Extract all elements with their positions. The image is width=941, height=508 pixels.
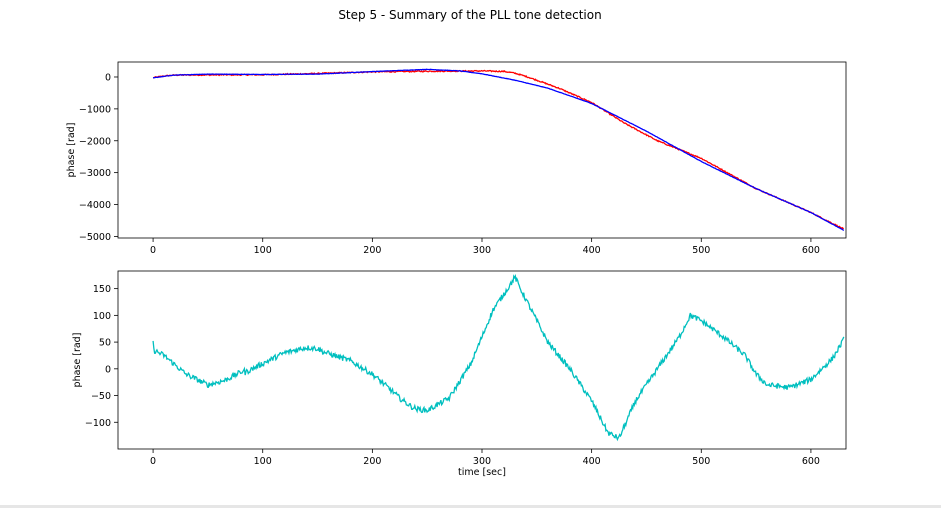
- top-y-tick-label: 0: [105, 72, 111, 83]
- bottom-y-tick-label: 50: [99, 338, 111, 349]
- top-x-tick-label: 500: [692, 245, 710, 256]
- bottom-x-tick-label: 0: [150, 456, 156, 467]
- bottom-series-cyan-line: [152, 273, 845, 442]
- top-y-tick-label: −4000: [79, 200, 111, 211]
- top-axes-frame: [117, 61, 847, 239]
- top-x-tick-label: 0: [150, 245, 156, 256]
- bottom-x-tick-label: 100: [254, 456, 272, 467]
- bottom-y-tick-label: 150: [93, 284, 111, 295]
- phase-error-axes-bottom: 0 100 200 300 400 500 600150100500−50−100phase…: [72, 270, 847, 478]
- top-y-tick-label: −1000: [79, 104, 111, 115]
- top-series-blue-line: [153, 68, 845, 231]
- top-series-red-line: [152, 69, 844, 230]
- bottom-x-tick-label: 600: [802, 456, 820, 467]
- phase-axes-top: 0 100 200 300 400 500 600 0 −1000 −2000 −3000 −4000…: [66, 61, 847, 256]
- bottom-x-axis-label: time [sec]: [458, 467, 506, 478]
- bottom-x-tick-label: 400: [583, 456, 601, 467]
- top-x-tick-label: 100: [254, 245, 272, 256]
- bottom-y-tick-label: −50: [91, 391, 111, 402]
- bottom-x-tick-label: 500: [692, 456, 710, 467]
- top-y-tick-label: −5000: [79, 232, 111, 243]
- top-y-tick-label: −2000: [79, 136, 111, 147]
- window-bottom-border: [0, 505, 941, 508]
- top-y-axis-label: phase [rad]: [66, 123, 77, 178]
- top-y-tick-label: −3000: [79, 168, 111, 179]
- top-x-tick-label: 600: [802, 245, 820, 256]
- bottom-x-tick-label: 200: [363, 456, 381, 467]
- bottom-x-tick-label: 300: [473, 456, 491, 467]
- bottom-axes-frame: [117, 270, 847, 450]
- figure-title: Step 5 - Summary of the PLL tone detecti…: [338, 8, 601, 22]
- top-x-tick-label: 400: [583, 245, 601, 256]
- bottom-y-tick-label: 0: [105, 364, 111, 375]
- top-x-tick-label: 300: [473, 245, 491, 256]
- bottom-y-tick-label: 100: [93, 311, 111, 322]
- bottom-y-tick-label: −100: [85, 418, 111, 429]
- top-x-tick-label: 200: [363, 245, 381, 256]
- bottom-y-axis-label: phase [rad]: [72, 333, 83, 388]
